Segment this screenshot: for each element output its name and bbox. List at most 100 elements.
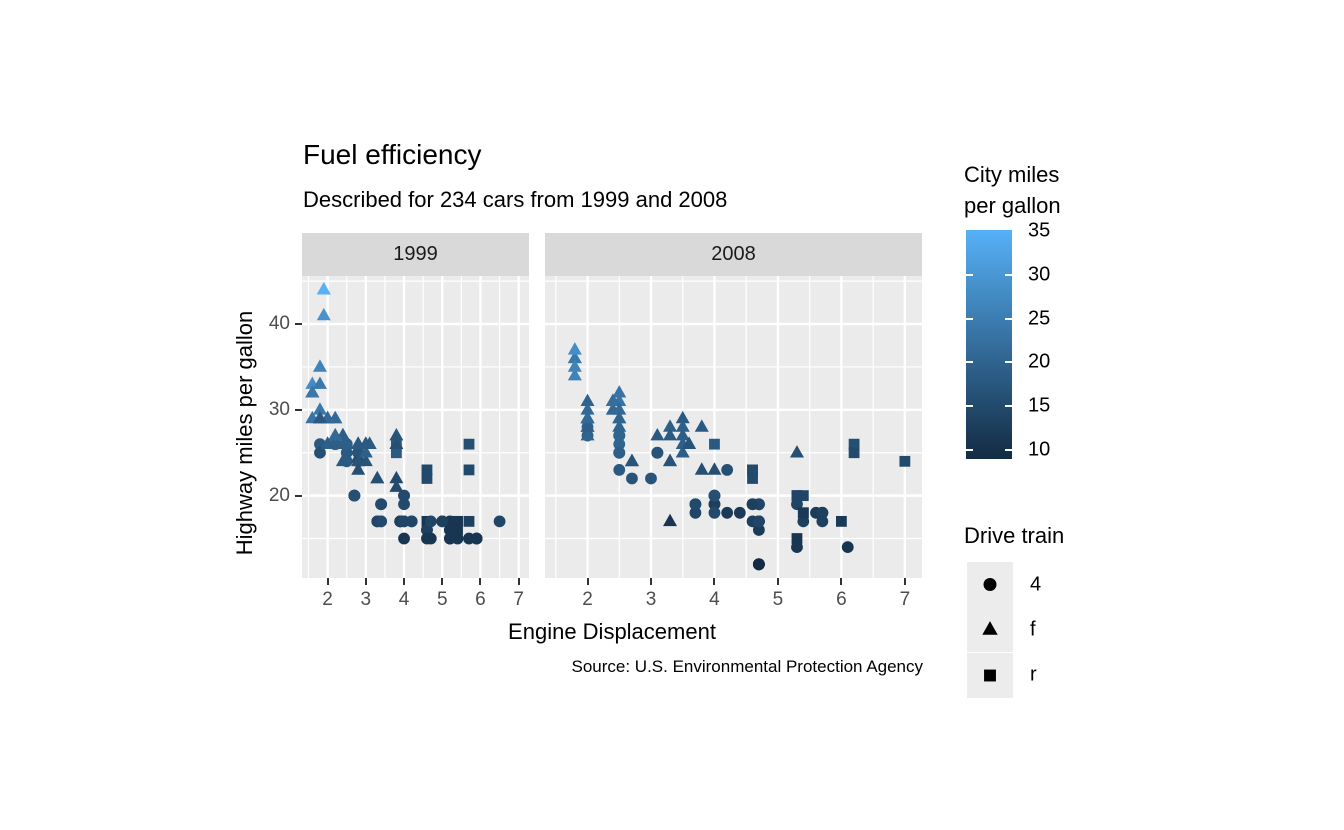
data-point-triangle bbox=[351, 462, 366, 475]
data-point-triangle bbox=[624, 453, 639, 467]
colorbar-gradient bbox=[966, 230, 1012, 459]
facet-strip-label: 1999 bbox=[393, 243, 438, 265]
data-point-triangle bbox=[580, 410, 595, 424]
data-point-circle bbox=[493, 515, 506, 528]
data-point-triangle bbox=[312, 359, 327, 372]
facet-strip-1999: 1999 bbox=[302, 233, 529, 276]
colorbar-tick bbox=[1005, 273, 1012, 276]
x-axis-tick-label: 2 bbox=[582, 589, 593, 610]
data-point-circle bbox=[708, 498, 721, 511]
square-icon bbox=[984, 669, 996, 682]
data-point-circle bbox=[816, 515, 829, 528]
colorbar-tick-label: 25 bbox=[1028, 307, 1051, 330]
circle-icon bbox=[983, 578, 997, 591]
y-axis-tick-label: 20 bbox=[268, 484, 290, 506]
data-point-triangle bbox=[605, 393, 620, 407]
y-axis-title: Highway miles per gallon bbox=[232, 310, 257, 556]
panel-svg-2008 bbox=[545, 276, 922, 578]
x-axis-tick bbox=[840, 578, 843, 585]
data-point-square bbox=[835, 515, 847, 527]
x-axis-tick bbox=[713, 578, 716, 585]
colorbar-tick-label: 35 bbox=[1028, 219, 1051, 242]
data-point-triangle bbox=[351, 436, 366, 449]
colorbar-tick-label: 30 bbox=[1028, 263, 1051, 286]
x-axis-tick-label: 6 bbox=[475, 589, 486, 610]
x-axis-tick bbox=[903, 578, 906, 585]
data-point-circle bbox=[436, 515, 449, 528]
x-axis-tick bbox=[776, 578, 779, 585]
colorbar-tick-label: 10 bbox=[1028, 438, 1051, 461]
color-legend-title: City miles per gallon bbox=[964, 162, 1061, 218]
data-point-triangle bbox=[694, 462, 709, 475]
colorbar-tick bbox=[1005, 449, 1012, 452]
legend-key-f bbox=[967, 607, 1013, 653]
data-point-circle bbox=[613, 429, 626, 442]
data-point-circle bbox=[841, 541, 854, 554]
data-point-square bbox=[452, 524, 463, 536]
data-point-square bbox=[984, 669, 996, 682]
data-point-triangle bbox=[320, 436, 335, 449]
data-point-circle bbox=[626, 472, 638, 485]
data-point-circle bbox=[791, 541, 803, 554]
data-point-circle bbox=[398, 532, 410, 545]
data-point-triangle bbox=[789, 445, 804, 458]
data-point-circle bbox=[721, 463, 734, 476]
colorbar-tick bbox=[966, 317, 973, 320]
triangle-icon bbox=[982, 621, 998, 636]
scatter-panel-2008 bbox=[545, 276, 922, 578]
data-point-square bbox=[848, 447, 860, 459]
colorbar-tick-label: 20 bbox=[1028, 350, 1051, 373]
data-point-square bbox=[791, 490, 803, 502]
data-point-square bbox=[463, 464, 475, 476]
data-point-triangle bbox=[328, 427, 343, 441]
shape-legend-title: Drive train bbox=[964, 523, 1065, 548]
data-point-square bbox=[899, 455, 911, 467]
x-axis-tick bbox=[364, 578, 367, 585]
x-axis-tick bbox=[479, 578, 482, 585]
data-point-circle bbox=[314, 446, 326, 459]
data-point-circle bbox=[398, 489, 410, 502]
data-point-triangle bbox=[612, 419, 627, 432]
data-point-triangle bbox=[312, 402, 327, 415]
data-point-square bbox=[390, 447, 402, 459]
facet-strip-2008: 2008 bbox=[545, 233, 922, 276]
data-point-triangle bbox=[370, 470, 385, 484]
y-axis-tick bbox=[295, 408, 302, 411]
data-point-triangle bbox=[675, 410, 690, 424]
x-axis-tick-label: 5 bbox=[436, 589, 448, 610]
x-axis-tick bbox=[326, 578, 329, 585]
data-point-circle bbox=[983, 578, 997, 591]
data-point-triangle bbox=[389, 436, 404, 449]
data-point-circle bbox=[424, 515, 437, 528]
data-point-square bbox=[848, 438, 860, 450]
data-point-circle bbox=[375, 515, 388, 528]
data-point-square bbox=[747, 473, 758, 484]
data-point-triangle bbox=[694, 419, 709, 432]
data-point-triangle bbox=[312, 376, 327, 389]
data-point-triangle bbox=[612, 410, 627, 424]
x-axis-tick-label: 7 bbox=[899, 589, 911, 610]
data-point-triangle bbox=[358, 445, 373, 458]
data-point-circle bbox=[752, 558, 765, 571]
colorbar-tick bbox=[966, 361, 973, 364]
data-point-triangle bbox=[663, 419, 678, 432]
data-point-circle bbox=[613, 463, 626, 476]
colorbar-tick bbox=[966, 273, 973, 276]
data-point-triangle bbox=[612, 385, 627, 398]
data-point-circle bbox=[645, 472, 657, 485]
page-title: Fuel efficiency bbox=[303, 139, 482, 170]
y-axis-tick bbox=[295, 494, 302, 497]
legend-key-4 bbox=[967, 562, 1013, 607]
x-axis-tick-label: 7 bbox=[513, 589, 524, 610]
x-axis-title: Engine Displacement bbox=[508, 619, 716, 644]
data-point-circle bbox=[721, 506, 734, 519]
data-point-triangle bbox=[675, 427, 690, 441]
data-point-square bbox=[452, 515, 463, 527]
data-point-square bbox=[791, 533, 803, 544]
x-axis-tick-label: 3 bbox=[645, 589, 657, 610]
x-axis-tick-label: 3 bbox=[360, 589, 372, 610]
x-axis-tick-label: 6 bbox=[836, 589, 847, 610]
data-point-circle bbox=[470, 532, 483, 545]
data-point-triangle bbox=[305, 385, 320, 398]
